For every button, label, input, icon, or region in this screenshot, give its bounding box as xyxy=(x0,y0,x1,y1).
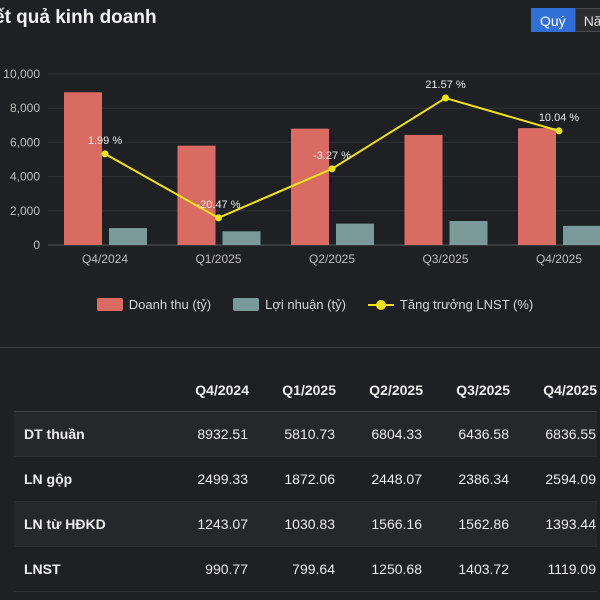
growth-point xyxy=(101,150,109,158)
table-cell: 1119.09 xyxy=(510,546,597,592)
y-tick-label: 0 xyxy=(33,238,40,252)
table-cell: 5810.73 xyxy=(249,411,336,457)
business-results-chart: 0 2,000 4,000 6,000 8,000 10,000 Q4/2024 Q1/202… xyxy=(3,67,600,266)
results-table: Q4/2024 Q1/2025 Q2/2025 Q3/2025 Q4/2025 … xyxy=(14,369,597,592)
table-row: LNST 990.77 799.64 1250.68 1403.72 1119.… xyxy=(14,546,597,592)
table-cell: 1403.72 xyxy=(423,546,510,592)
table-cell: 2386.34 xyxy=(423,456,510,502)
page-title: ết quả kinh doanh xyxy=(0,7,157,28)
table-cell: 6436.58 xyxy=(423,411,510,457)
table-cell: 1030.83 xyxy=(249,501,336,547)
table-cell: 1243.07 xyxy=(124,501,249,547)
growth-point xyxy=(555,127,563,135)
profit-bar xyxy=(222,231,261,245)
profit-bar xyxy=(563,225,600,245)
table-cell: 990.77 xyxy=(124,546,249,592)
table-cell: 1562.86 xyxy=(423,501,510,547)
table-cell: 1566.16 xyxy=(336,501,423,547)
x-tick-label: Q2/2025 xyxy=(309,252,355,266)
legend-item-growth[interactable]: Tăng trưởng LNST (%) xyxy=(367,297,534,312)
growth-data-label: 21.57 % xyxy=(425,79,466,91)
y-tick-label: 2,000 xyxy=(10,204,40,218)
growth-data-label: 10.04 % xyxy=(539,112,580,124)
y-tick-label: 8,000 xyxy=(10,101,40,115)
chart-legend: Doanh thu (tỷ) Lợi nhuận (tỷ) Tăng trưởn… xyxy=(0,297,600,312)
table-cell: 799.64 xyxy=(249,546,336,592)
growth-line-swatch-icon xyxy=(367,298,394,311)
legend-item-revenue[interactable]: Doanh thu (tỷ) xyxy=(96,297,212,312)
growth-point xyxy=(442,94,449,102)
row-label: DT thuần xyxy=(14,411,124,457)
row-label: LN gộp xyxy=(14,456,124,502)
table-cell: 2594.09 xyxy=(510,456,597,502)
legend-item-profit[interactable]: Lợi nhuận (tỷ) xyxy=(233,297,346,312)
column-header-q2-2025: Q2/2025 xyxy=(336,369,423,412)
section-divider xyxy=(0,347,600,348)
revenue-bar xyxy=(291,128,329,245)
table-row: DT thuần 8932.51 5810.73 6804.33 6436.58… xyxy=(14,411,597,457)
table-header-row: Q4/2024 Q1/2025 Q2/2025 Q3/2025 Q4/2025 xyxy=(14,369,597,412)
table-cell: 1872.06 xyxy=(249,456,336,502)
column-header-q1-2025: Q1/2025 xyxy=(249,369,336,412)
revenue-swatch-icon xyxy=(96,298,123,311)
table-row: LN từ HĐKD 1243.07 1030.83 1566.16 1562.… xyxy=(14,501,597,547)
profit-bar xyxy=(336,223,374,245)
growth-data-label: -20.47 % xyxy=(196,199,240,211)
x-tick-label: Q4/2025 xyxy=(536,252,582,266)
growth-point xyxy=(328,165,336,173)
x-tick-label: Q1/2025 xyxy=(195,252,241,266)
column-header-metric xyxy=(14,369,124,412)
x-tick-label: Q4/2024 xyxy=(82,252,128,266)
table-row: LN gộp 2499.33 1872.06 2448.07 2386.34 2… xyxy=(14,456,597,502)
column-header-q4-2024: Q4/2024 xyxy=(124,369,249,412)
table-cell: 2499.33 xyxy=(124,456,249,502)
row-label: LN từ HĐKD xyxy=(14,501,124,547)
x-tick-label: Q3/2025 xyxy=(422,252,468,266)
legend-label-revenue: Doanh thu (tỷ) xyxy=(128,297,212,312)
profit-bar xyxy=(449,220,488,245)
y-tick-label: 4,000 xyxy=(10,170,40,184)
profit-bar xyxy=(109,228,147,245)
period-toggle: Quý Nă xyxy=(531,8,600,32)
column-header-q4-2025: Q4/2025 xyxy=(510,369,597,412)
revenue-bar xyxy=(64,92,102,245)
legend-label-growth: Tăng trưởng LNST (%) xyxy=(399,297,534,312)
legend-label-profit: Lợi nhuận (tỷ) xyxy=(265,297,346,312)
table-cell: 6804.33 xyxy=(336,411,423,457)
profit-swatch-icon xyxy=(233,298,260,311)
table-cell: 8932.51 xyxy=(124,411,249,457)
growth-data-label: -3.27 % xyxy=(313,150,351,162)
quarter-toggle-button[interactable]: Quý xyxy=(531,8,575,32)
table-cell: 1250.68 xyxy=(336,546,423,592)
revenue-bar xyxy=(177,145,216,245)
y-tick-label: 6,000 xyxy=(10,135,40,149)
revenue-bar xyxy=(518,128,556,245)
y-tick-label: 10,000 xyxy=(3,67,40,81)
table-cell: 6836.55 xyxy=(510,411,597,457)
growth-point xyxy=(215,214,222,222)
table-cell: 1393.44 xyxy=(510,501,597,547)
growth-data-label: 1.99 % xyxy=(88,135,122,147)
revenue-bar xyxy=(404,134,443,245)
table-cell: 2448.07 xyxy=(336,456,423,502)
row-label: LNST xyxy=(14,546,124,592)
year-toggle-button[interactable]: Nă xyxy=(574,8,600,32)
column-header-q3-2025: Q3/2025 xyxy=(423,369,510,412)
